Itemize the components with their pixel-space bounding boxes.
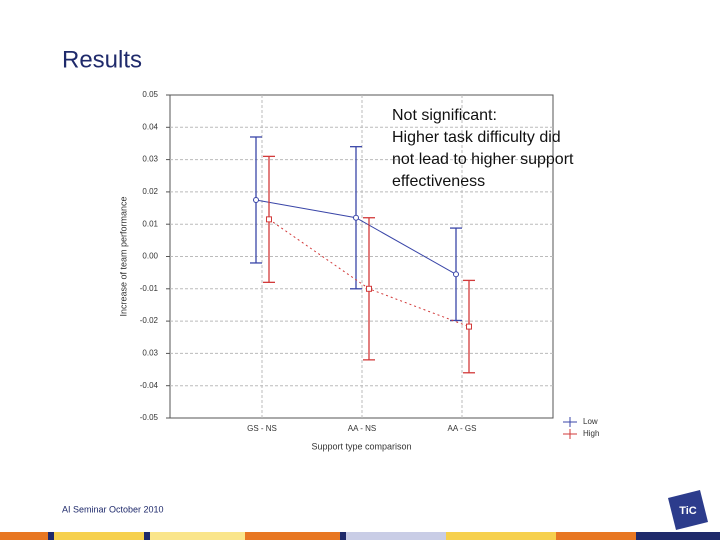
y-tick-label: -0.04: [140, 381, 159, 390]
svg-text:TiC: TiC: [679, 505, 697, 517]
legend-label: High: [583, 429, 599, 438]
slide-title: Results: [62, 46, 142, 73]
y-tick-label: 0.01: [142, 219, 158, 228]
y-tick-label: 0.02: [142, 187, 158, 196]
point: [253, 196, 259, 203]
footer: AI Seminar October 2010: [62, 504, 164, 514]
y-tick-label: 0.04: [142, 122, 158, 131]
annotation: Not significant:: [392, 107, 497, 124]
y-tick-label: 0.00: [142, 252, 158, 261]
x-tick-label: AA - GS: [448, 424, 477, 433]
point: [353, 214, 359, 221]
y-tick-label: 0.03: [142, 155, 158, 164]
x-axis-label: Support type comparison: [311, 441, 411, 451]
annotation: not lead to higher support: [392, 151, 574, 168]
point: [453, 271, 459, 278]
y-tick-label: -0.05: [140, 413, 159, 422]
logo: TiC: [668, 490, 708, 530]
x-tick-label: AA - NS: [348, 424, 376, 433]
y-axis-label: Increase of team performance: [118, 196, 128, 316]
point: [466, 323, 472, 330]
y-tick-label: 0.05: [142, 90, 158, 99]
annotation: effectiveness: [392, 173, 485, 190]
point: [366, 285, 372, 292]
y-tick-label: -0.01: [140, 284, 159, 293]
y-tick-label: 0.03: [142, 349, 158, 358]
bottom-stripes: [0, 532, 720, 540]
x-tick-label: GS - NS: [247, 424, 277, 433]
point: [266, 216, 272, 223]
y-tick-label: -0.02: [140, 316, 159, 325]
legend-label: Low: [583, 417, 598, 426]
annotation: Higher task difficulty did: [392, 129, 561, 146]
